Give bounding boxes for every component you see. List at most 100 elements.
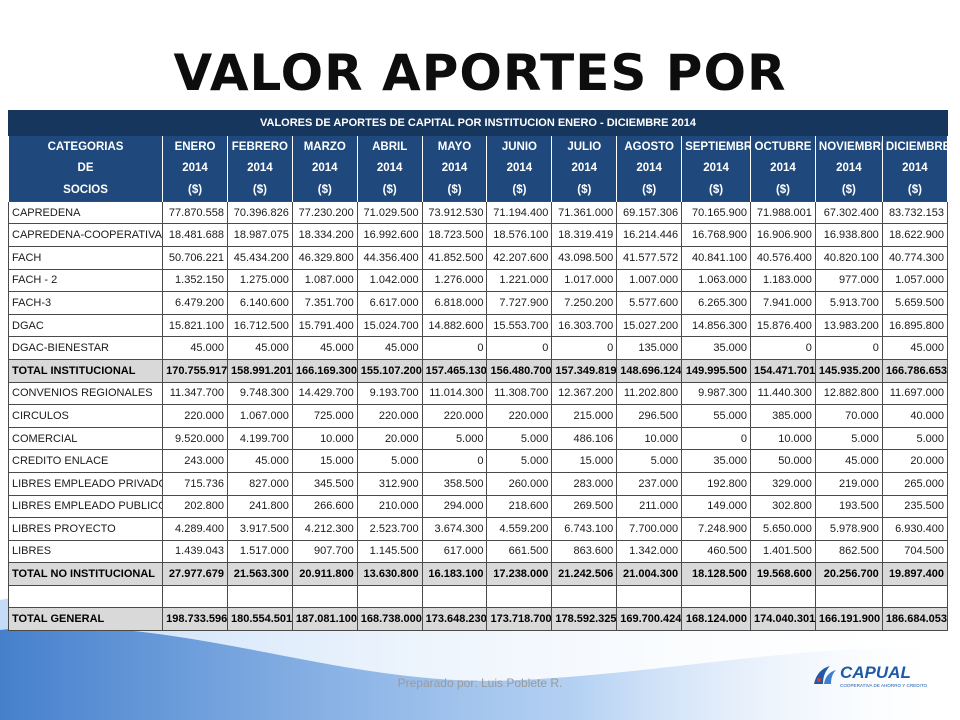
header-cell-month: ($): [162, 179, 228, 202]
value-cell: 241.800: [226, 494, 293, 519]
value-cell: 211.000: [616, 494, 683, 519]
category-cell: TOTAL GENERAL: [7, 607, 164, 632]
value-cell: 40.841.100: [681, 245, 752, 270]
value-cell: 6.617.000: [356, 291, 423, 315]
value-cell: 312.900: [356, 471, 423, 496]
value-cell: 5.000: [486, 426, 553, 451]
value-cell: 1.401.500: [750, 539, 816, 564]
category-cell: TOTAL INSTITUCIONAL: [7, 358, 164, 383]
value-cell: 157.465.130: [421, 358, 488, 383]
value-cell: 16.768.900: [681, 223, 752, 247]
value-cell: 243.000: [162, 449, 228, 473]
header-cell-month: MAYO: [421, 135, 488, 158]
header-cell-month: 2014: [681, 157, 752, 180]
table-row: CREDITO ENLACE 243.000 45.000 15.000 5.000 0 5…: [7, 449, 949, 473]
header-cell-month: ($): [421, 179, 488, 202]
value-cell: 345.500: [291, 471, 358, 496]
value-cell: 6.265.300: [681, 291, 752, 315]
table-row: LIBRES EMPLEADO PUBLICO 202.800 241.800 266…: [7, 494, 949, 519]
value-cell: 5.913.700: [814, 291, 883, 315]
value-cell: 166.786.653: [881, 358, 949, 383]
value-cell: 16.303.700: [551, 313, 618, 338]
value-cell: 0: [814, 336, 883, 360]
value-cell: 6.930.400: [881, 517, 949, 541]
value-cell: 148.696.124: [616, 358, 683, 383]
header-cell-month: MARZO: [291, 135, 358, 158]
header-cell-month: 2014: [881, 157, 949, 180]
table-row: CAPREDENA 77.870.558 70.396.826 77.230.200 7…: [7, 200, 949, 225]
value-cell: 12.367.200: [551, 381, 618, 406]
table-caption-row: VALORES DE APORTES DE CAPITAL POR INSTIT…: [8, 110, 948, 136]
value-cell: 385.000: [750, 404, 816, 428]
value-cell: 704.500: [881, 539, 949, 564]
value-cell: 18.576.100: [486, 223, 553, 247]
value-cell: 45.434.200: [226, 245, 293, 270]
value-cell: 21.004.300: [616, 562, 683, 586]
value-cell: 149.995.500: [681, 358, 752, 383]
value-cell: 18.987.075: [226, 223, 293, 247]
value-cell: 11.697.000: [881, 381, 949, 406]
value-cell: 15.553.700: [486, 313, 553, 338]
value-cell: 173.648.230: [421, 607, 488, 632]
value-cell: 40.000: [881, 404, 949, 428]
value-cell: 145.935.200: [814, 358, 883, 383]
value-cell: 15.027.200: [616, 313, 683, 338]
value-cell: 11.014.300: [421, 381, 488, 406]
header-cell-month: 2014: [616, 157, 683, 180]
value-cell: 218.600: [486, 494, 553, 519]
value-cell: 9.748.300: [226, 381, 293, 406]
value-cell: 158.991.201: [226, 358, 293, 383]
value-cell: [162, 584, 228, 609]
category-cell: COMERCIAL: [7, 426, 164, 451]
category-cell: LIBRES: [7, 539, 164, 564]
table-total-row: TOTAL INSTITUCIONAL 170.755.917 158.991.20…: [7, 358, 949, 383]
value-cell: 41.577.572: [616, 245, 683, 270]
category-cell: FACH - 2: [7, 268, 164, 293]
value-cell: 77.230.200: [291, 200, 358, 225]
value-cell: 266.600: [291, 494, 358, 519]
header-cell-category: SOCIOS: [7, 179, 164, 202]
value-cell: 460.500: [681, 539, 752, 564]
table-header: VALORES DE APORTES DE CAPITAL POR INSTIT…: [7, 110, 949, 202]
value-cell: 0: [551, 336, 618, 360]
value-cell: 5.000: [421, 426, 488, 451]
value-cell: 977.000: [814, 268, 883, 293]
value-cell: 14.856.300: [681, 313, 752, 338]
value-cell: [881, 584, 949, 609]
header-cell-month: 2014: [551, 157, 618, 180]
value-cell: 0: [421, 336, 488, 360]
value-cell: 70.165.900: [681, 200, 752, 225]
value-cell: 20.911.800: [291, 562, 358, 586]
table-row: CAPREDENA-COOPERATIVA 18.481.688 18.987.07…: [7, 223, 949, 247]
value-cell: 11.347.700: [162, 381, 228, 406]
value-cell: 265.000: [881, 471, 949, 496]
value-cell: 7.250.200: [551, 291, 618, 315]
value-cell: 173.718.700: [486, 607, 553, 632]
value-cell: 17.238.000: [486, 562, 553, 586]
value-cell: 13.630.800: [356, 562, 423, 586]
value-cell: 1.342.000: [616, 539, 683, 564]
value-cell: 1.042.000: [356, 268, 423, 293]
value-cell: 10.000: [291, 426, 358, 451]
value-cell: 5.659.500: [881, 291, 949, 315]
value-cell: 157.349.819: [551, 358, 618, 383]
value-cell: 166.191.900: [814, 607, 883, 632]
value-cell: 18.319.419: [551, 223, 618, 247]
header-cell-month: ABRIL: [356, 135, 423, 158]
value-cell: 156.480.700: [486, 358, 553, 383]
value-cell: 155.107.200: [356, 358, 423, 383]
value-cell: 20.000: [356, 426, 423, 451]
value-cell: 9.193.700: [356, 381, 423, 406]
value-cell: 6.479.200: [162, 291, 228, 315]
value-cell: 21.242.506: [551, 562, 618, 586]
value-cell: 302.800: [750, 494, 816, 519]
category-cell: TOTAL NO INSTITUCIONAL: [7, 562, 164, 586]
value-cell: 83.732.153: [881, 200, 949, 225]
value-cell: 7.248.900: [681, 517, 752, 541]
value-cell: 40.820.100: [814, 245, 883, 270]
category-cell: CAPREDENA: [7, 200, 164, 225]
header-cell-month: ($): [814, 179, 883, 202]
value-cell: 1.063.000: [681, 268, 752, 293]
value-cell: 4.559.200: [486, 517, 553, 541]
value-cell: 16.938.800: [814, 223, 883, 247]
